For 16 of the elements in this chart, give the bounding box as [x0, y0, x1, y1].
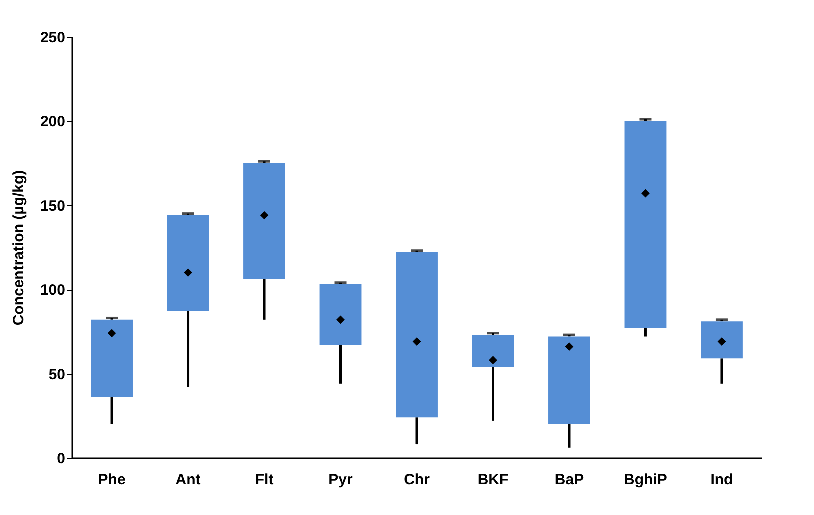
- x-tick-label: Phe: [98, 472, 126, 488]
- x-tick-label: BaP: [554, 472, 584, 488]
- x-tick-label: Ind: [710, 472, 734, 488]
- x-tick-label: BKF: [478, 472, 509, 488]
- x-tick-label: Ant: [176, 472, 201, 488]
- y-tick-label: 100: [40, 282, 66, 300]
- y-tick-label: 50: [48, 366, 66, 384]
- x-tick-label: Flt: [255, 472, 274, 488]
- y-axis-title: Concentration (µg/kg): [10, 170, 28, 326]
- y-tick-label: 250: [40, 30, 66, 46]
- y-tick-label: 150: [40, 198, 66, 215]
- x-tick-label: Chr: [404, 472, 430, 488]
- x-tick-label: BghiP: [624, 472, 668, 488]
- x-tick-label: Pyr: [328, 472, 354, 488]
- y-tick-label: 200: [40, 114, 66, 131]
- y-tick-label: 0: [57, 450, 66, 468]
